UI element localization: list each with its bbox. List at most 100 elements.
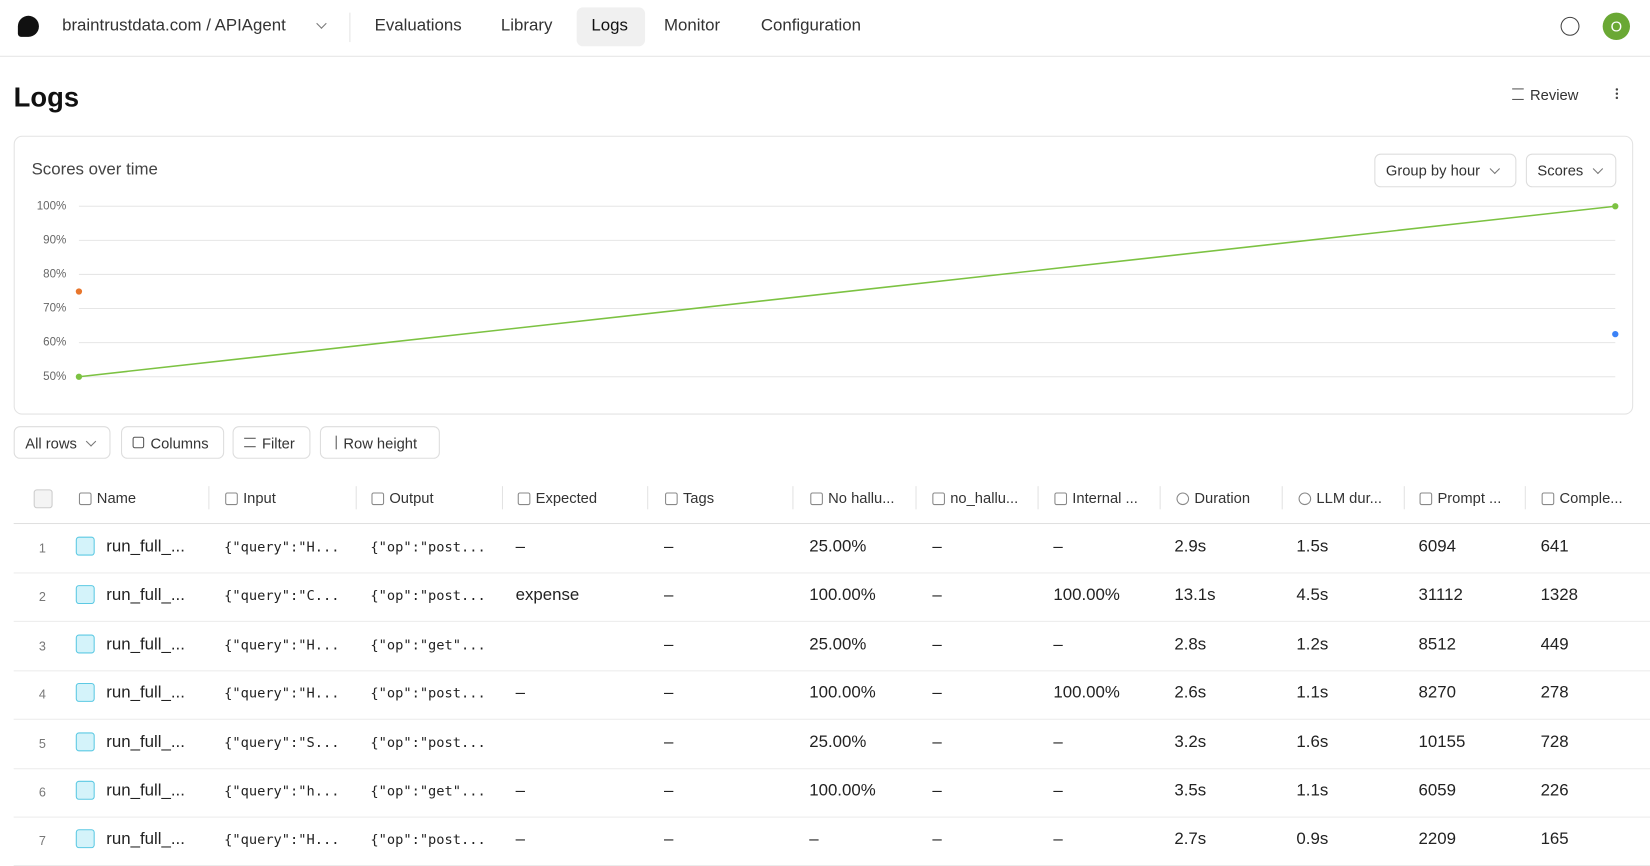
table-cell: 1.1s — [1296, 684, 1329, 703]
nav-item[interactable]: Library — [500, 16, 553, 35]
select-all-checkbox[interactable] — [33, 489, 53, 509]
column-icon — [1298, 492, 1312, 506]
table-cell: – — [1053, 781, 1063, 800]
column-divider — [1281, 486, 1283, 510]
column-header[interactable]: Duration — [1194, 489, 1251, 507]
table-cell: – — [515, 537, 525, 556]
table-cell: – — [664, 635, 674, 654]
row-border — [13, 572, 1650, 574]
row-border — [13, 718, 1650, 720]
table-cell: 2.6s — [1174, 684, 1207, 703]
columns-button[interactable]: Columns — [121, 426, 225, 459]
table-cell: 1328 — [1540, 586, 1579, 605]
column-divider — [1037, 486, 1039, 510]
nav-item[interactable]: Logs — [591, 16, 628, 35]
column-header[interactable]: No hallu... — [828, 489, 895, 507]
point — [75, 288, 83, 295]
row-height-button[interactable]: Row height — [319, 426, 440, 459]
table-cell: 3.2s — [1174, 733, 1207, 751]
table-cell: 0.9s — [1296, 830, 1329, 849]
column-header[interactable]: Output — [389, 489, 434, 507]
column-icon — [665, 492, 678, 506]
table-cell[interactable]: run_full_... — [106, 684, 185, 703]
span-icon — [75, 780, 95, 800]
column-icon — [810, 492, 823, 506]
table-cell: – — [664, 537, 674, 556]
column-divider — [501, 486, 503, 510]
column-header[interactable]: no_hallu... — [950, 489, 1019, 507]
nav-item[interactable]: Evaluations — [374, 16, 462, 35]
table-cell: 25.00% — [809, 635, 867, 654]
table-cell: 1.6s — [1296, 733, 1329, 751]
column-header[interactable]: Input — [243, 489, 276, 507]
column-header[interactable]: Comple... — [1559, 489, 1623, 507]
nav-item[interactable]: Monitor — [664, 16, 721, 35]
table-cell: {"query":"S... — [224, 735, 340, 751]
row-number: 4 — [38, 687, 46, 703]
chart-title: Scores over time — [31, 161, 158, 179]
icon — [132, 436, 145, 449]
table-cell: {"op":"post... — [370, 588, 486, 605]
table-cell: – — [515, 781, 525, 800]
chevron — [85, 435, 97, 447]
group-by-button[interactable]: Group by hour — [1374, 153, 1517, 188]
table-cell: – — [809, 830, 819, 849]
table-cell: 2209 — [1418, 830, 1456, 849]
scores-button[interactable]: Scores — [1525, 153, 1617, 188]
rows-filter[interactable]: All rows — [13, 426, 111, 459]
table-cell: {"op":"get"... — [370, 637, 486, 654]
more-menu[interactable] — [1615, 87, 1619, 100]
column-header[interactable]: LLM dur... — [1316, 489, 1382, 507]
avatar[interactable]: O — [1602, 12, 1631, 40]
column-icon — [932, 492, 945, 506]
filter-button[interactable]: Filter — [232, 426, 311, 459]
table-cell: 6059 — [1418, 781, 1456, 800]
table-cell: 25.00% — [809, 537, 867, 556]
row-border — [13, 767, 1650, 769]
row-border — [13, 816, 1650, 818]
column-header[interactable]: Expected — [535, 489, 598, 507]
table-cell: – — [664, 684, 674, 703]
y-tick-label: 50% — [43, 371, 66, 383]
column-header[interactable]: Prompt ... — [1437, 489, 1502, 507]
column-header[interactable]: Name — [96, 489, 137, 507]
table-cell[interactable]: run_full_... — [106, 586, 185, 605]
table-cell[interactable]: run_full_... — [106, 635, 185, 654]
y-tick-label: 90% — [43, 234, 66, 246]
table-cell: – — [1053, 635, 1063, 654]
table-cell: {"op":"get"... — [370, 783, 486, 800]
active-tab-bg — [576, 7, 646, 47]
table-cell[interactable]: run_full_... — [106, 733, 185, 751]
column-header[interactable]: Internal ... — [1072, 489, 1138, 507]
column-icon — [1541, 492, 1555, 506]
review-button[interactable]: Review — [1530, 86, 1579, 104]
table-cell: 100.00% — [1053, 684, 1120, 703]
column-divider — [792, 486, 794, 510]
table-cell[interactable]: run_full_... — [106, 781, 185, 800]
table-cell: – — [932, 684, 942, 703]
row-border — [13, 670, 1650, 672]
table-cell: 2.7s — [1174, 830, 1207, 849]
column-icon — [371, 492, 385, 506]
table-cell: – — [664, 733, 674, 751]
help-icon[interactable] — [1560, 16, 1580, 36]
table-cell: {"op":"post... — [370, 539, 486, 556]
logo[interactable] — [17, 15, 39, 37]
span-icon — [75, 829, 95, 849]
nav-item[interactable]: Configuration — [760, 16, 861, 35]
table-cell: 8270 — [1418, 684, 1456, 703]
project-switcher[interactable]: braintrustdata.com / APIAgent — [62, 16, 286, 35]
column-header[interactable]: Tags — [682, 489, 715, 507]
table-cell[interactable]: run_full_... — [106, 537, 185, 556]
table-cell: 165 — [1540, 830, 1569, 849]
table-cell: 1.2s — [1296, 635, 1329, 654]
column-icon — [1176, 492, 1190, 506]
button-label: Scores — [1537, 162, 1584, 179]
table-cell: – — [932, 830, 942, 849]
column-divider — [915, 486, 917, 510]
table-cell: 6094 — [1418, 537, 1456, 556]
point — [1612, 330, 1619, 338]
table-cell[interactable]: run_full_... — [106, 830, 185, 849]
column-divider — [1524, 486, 1526, 510]
y-tick-label: 60% — [43, 337, 66, 349]
